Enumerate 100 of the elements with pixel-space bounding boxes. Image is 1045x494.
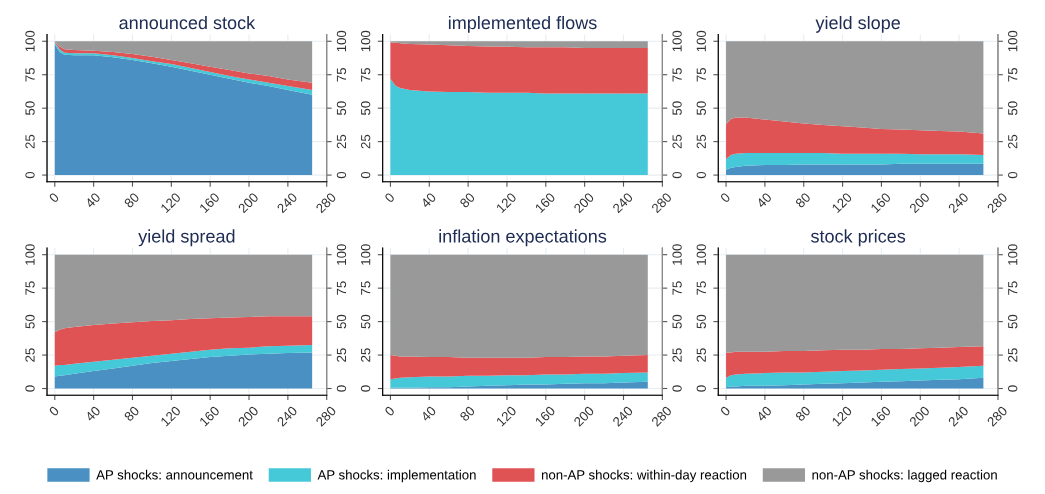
- y-tick-label: 75: [361, 281, 371, 295]
- y2-tick-label: 0: [336, 171, 347, 179]
- y2-tick-label: 75: [672, 67, 682, 82]
- y-tick-label: 100: [360, 244, 371, 265]
- x-tick-label: 80: [123, 405, 140, 422]
- x-tick-label: 120: [831, 192, 853, 214]
- x-tick-label: 200: [237, 405, 259, 427]
- chart-title: stock prices: [810, 229, 906, 247]
- chart-title: implemented flows: [448, 15, 597, 33]
- y-tick-label: 100: [360, 30, 371, 52]
- x-tick-label: 40: [755, 192, 773, 209]
- x-tick-label: 0: [719, 405, 731, 417]
- y-tick-label: 25: [696, 134, 706, 149]
- chart-title: announced stock: [119, 15, 256, 30]
- x-tick-label: 160: [534, 405, 556, 427]
- x-tick-label: 80: [123, 192, 140, 209]
- y2-tick-label: 75: [1008, 281, 1018, 295]
- x-tick-label: 240: [612, 192, 634, 214]
- x-tick-label: 120: [831, 405, 853, 427]
- y-tick-label: 100: [696, 244, 706, 265]
- x-tick-label: 0: [48, 405, 60, 417]
- x-tick-label: 80: [459, 192, 476, 209]
- x-tick-label: 280: [315, 405, 337, 427]
- y-tick-label: 100: [25, 244, 35, 265]
- x-tick-label: 0: [384, 405, 396, 417]
- y-tick-label: 0: [360, 171, 371, 179]
- y-tick-label: 25: [25, 134, 35, 149]
- legend-label: AP shocks: announcement: [96, 469, 253, 480]
- x-tick-label: 160: [199, 405, 221, 427]
- y-tick-label: 75: [25, 67, 35, 82]
- y-tick-label: 25: [25, 348, 35, 362]
- y2-tick-label: 50: [672, 101, 682, 115]
- x-tick-label: 280: [986, 405, 1008, 427]
- y-tick-label: 75: [696, 67, 706, 82]
- y2-tick-label: 25: [1008, 348, 1018, 362]
- x-tick-label: 280: [986, 192, 1008, 214]
- x-tick-label: 0: [48, 192, 60, 204]
- x-tick-label: 240: [947, 192, 970, 214]
- x-tick-label: 80: [794, 192, 812, 209]
- y-tick-label: 50: [25, 101, 35, 115]
- y2-tick-label: 50: [336, 101, 347, 115]
- y-tick-label: 50: [360, 101, 371, 115]
- y-tick-label: 50: [360, 314, 371, 329]
- legend-label: AP shocks: implementation: [317, 469, 476, 483]
- y2-tick-label: 0: [672, 171, 682, 179]
- x-tick-label: 0: [719, 192, 731, 204]
- x-tick-label: 120: [495, 192, 517, 214]
- y-tick-label: 25: [696, 348, 706, 362]
- y2-tick-label: 75: [336, 67, 347, 82]
- y-tick-label: 0: [696, 171, 706, 179]
- x-tick-label: 200: [908, 405, 931, 427]
- x-tick-label: 80: [459, 405, 476, 422]
- x-tick-label: 200: [573, 405, 595, 427]
- y2-tick-label: 0: [672, 385, 682, 392]
- y-tick-label: 50: [25, 314, 35, 329]
- y2-tick-label: 100: [1008, 30, 1018, 52]
- y-tick-label: 50: [696, 314, 706, 329]
- y-tick-label: 25: [360, 348, 371, 362]
- x-tick-label: 160: [199, 192, 221, 214]
- x-tick-label: 240: [947, 405, 970, 427]
- y-tick-label: 0: [25, 171, 35, 179]
- y2-tick-label: 25: [336, 134, 347, 149]
- y2-tick-label: 50: [1008, 314, 1018, 329]
- x-tick-label: 280: [650, 405, 673, 427]
- x-tick-label: 240: [276, 405, 298, 427]
- y2-tick-label: 100: [1008, 244, 1018, 265]
- x-tick-label: 120: [160, 192, 182, 214]
- x-tick-label: 40: [84, 405, 101, 422]
- x-tick-label: 120: [495, 405, 517, 427]
- x-tick-label: 280: [315, 192, 337, 214]
- x-tick-label: 200: [908, 192, 931, 214]
- chart-title: yield slope: [815, 15, 900, 33]
- x-tick-label: 80: [794, 405, 812, 422]
- y2-tick-label: 75: [672, 281, 682, 295]
- y-tick-label: 75: [361, 67, 371, 82]
- y2-tick-label: 100: [336, 30, 347, 52]
- y-tick-label: 75: [696, 281, 706, 295]
- y2-tick-label: 50: [1008, 101, 1018, 115]
- chart-title: inflation expectations: [439, 229, 607, 247]
- legend-label: non-AP shocks: lagged reaction: [812, 469, 997, 483]
- y2-tick-label: 75: [336, 281, 347, 295]
- x-tick-label: 200: [237, 192, 259, 214]
- y-tick-label: 0: [360, 385, 371, 392]
- x-tick-label: 0: [384, 192, 396, 204]
- y2-tick-label: 50: [672, 314, 682, 329]
- y2-tick-label: 100: [672, 30, 682, 52]
- y2-tick-label: 100: [336, 244, 347, 265]
- y-tick-label: 100: [696, 30, 706, 52]
- x-tick-label: 240: [612, 405, 634, 427]
- legend-label: non-AP shocks: within-day reaction: [541, 469, 747, 483]
- y2-tick-label: 100: [672, 244, 682, 265]
- y2-tick-label: 0: [1008, 171, 1018, 179]
- y2-tick-label: 0: [336, 385, 347, 392]
- y-tick-label: 75: [25, 281, 35, 295]
- x-tick-label: 240: [276, 192, 298, 214]
- x-tick-label: 280: [650, 192, 673, 214]
- y2-tick-label: 25: [336, 348, 347, 362]
- x-tick-label: 40: [84, 192, 101, 209]
- x-tick-label: 200: [573, 192, 595, 214]
- y2-tick-label: 75: [1008, 67, 1018, 82]
